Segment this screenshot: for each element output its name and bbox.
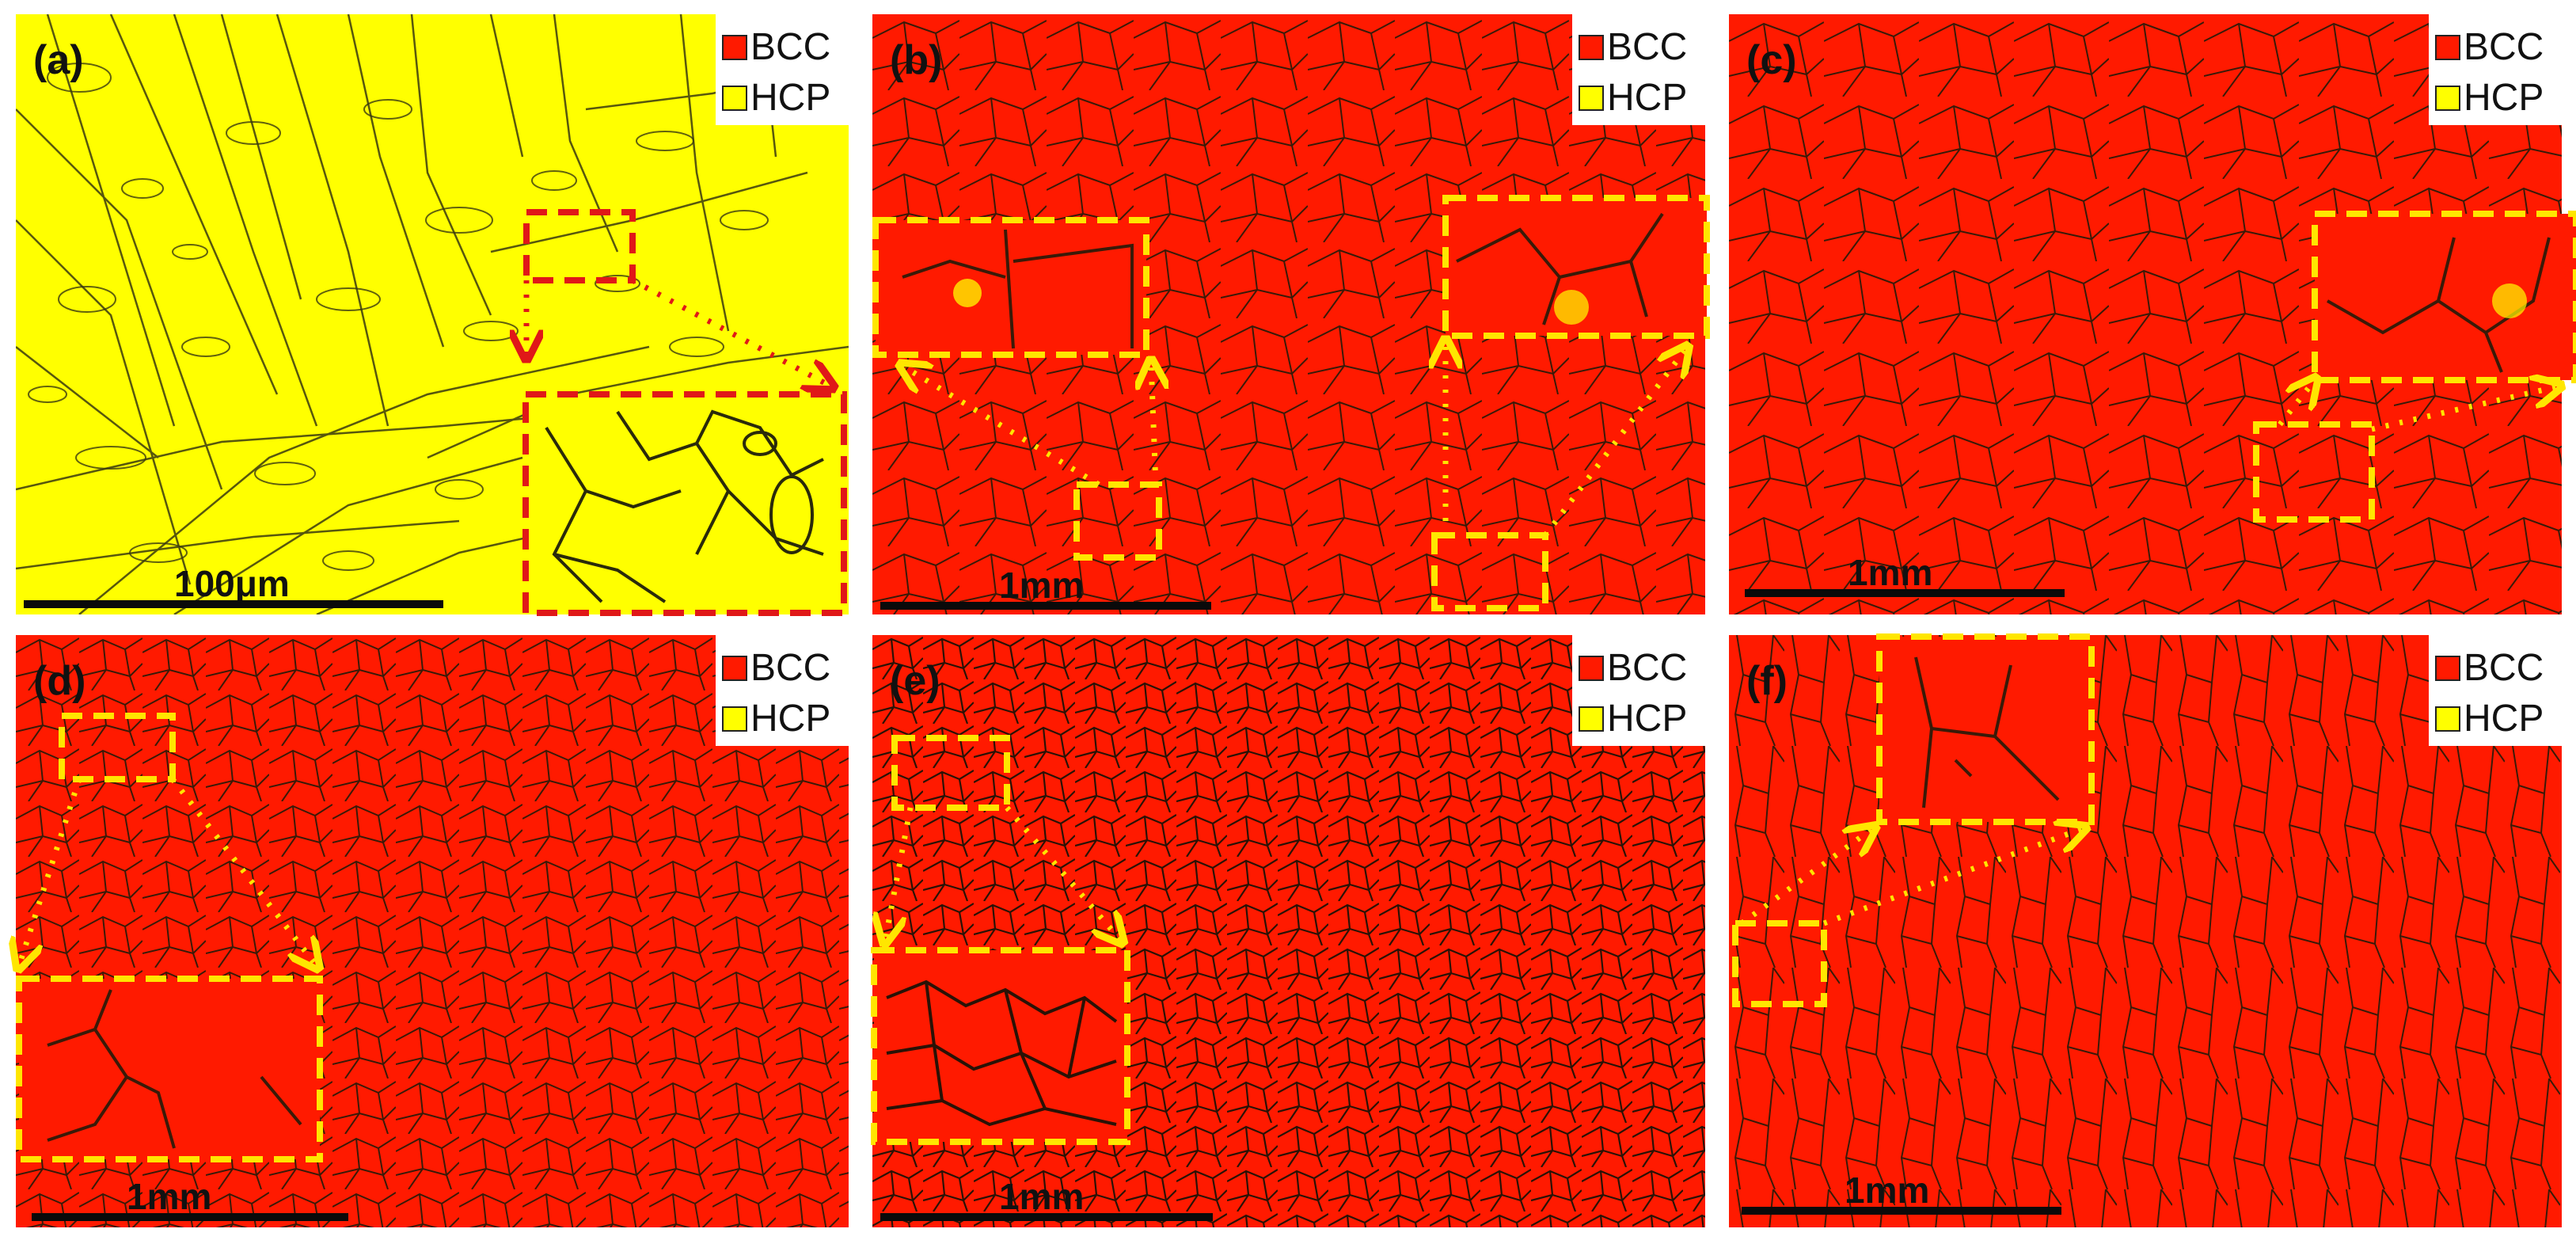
panel-f-scalebar: 1mm [1742, 1158, 2061, 1215]
bcc-legend-label: BCC [750, 26, 831, 68]
panel-a: (a) BCC HCP 100μm [16, 14, 849, 614]
panel-a-scale-label: 100μm [174, 563, 290, 604]
panel-e-scale-label: 1mm [999, 1176, 1085, 1217]
bcc-swatch [2435, 656, 2460, 681]
hcp-swatch [722, 86, 747, 111]
panel-c-legend: BCC HCP [2429, 14, 2562, 125]
hcp-legend-label: HCP [1607, 698, 1688, 740]
panel-c: (c) BCC HCP 1mm [1729, 14, 2562, 614]
bcc-legend-label: BCC [2464, 26, 2544, 68]
panel-a-label: (a) [33, 37, 84, 83]
hcp-legend-label: HCP [2464, 698, 2544, 740]
bcc-swatch [2435, 35, 2460, 60]
panel-b-scale-label: 1mm [999, 565, 1085, 606]
panel-f-scale-bar [1742, 1207, 2061, 1215]
bcc-swatch [722, 656, 747, 681]
panel-d-scale-label: 1mm [127, 1176, 212, 1217]
hcp-swatch [722, 706, 747, 732]
bcc-legend-label: BCC [1607, 26, 1688, 68]
panel-b-scale-bar [880, 602, 1211, 610]
panel-a-scale-bar [24, 600, 443, 608]
panel-b-legend: BCC HCP [1572, 14, 1705, 125]
panel-d-scale-bar [32, 1213, 348, 1221]
panel-a-scalebar: 100μm [24, 545, 443, 608]
hcp-swatch [1579, 86, 1604, 111]
hcp-legend-label: HCP [750, 77, 831, 119]
panel-c-texture [1729, 14, 2562, 614]
hcp-swatch [2435, 86, 2460, 111]
panel-f-legend: BCC HCP [2429, 635, 2562, 746]
bcc-swatch [1579, 35, 1604, 60]
panel-e-legend: BCC HCP [1572, 635, 1705, 746]
hcp-swatch [1579, 706, 1604, 732]
panel-f-scale-label: 1mm [1845, 1170, 1930, 1211]
bcc-swatch [1579, 656, 1604, 681]
hcp-legend-label: HCP [1607, 77, 1688, 119]
panel-c-scalebar: 1mm [1745, 540, 2065, 597]
panel-c-scale-bar [1745, 589, 2065, 597]
panel-f-texture [1729, 635, 2562, 1227]
panel-c-scale-label: 1mm [1848, 552, 1933, 593]
hcp-legend-label: HCP [750, 698, 831, 740]
panel-d-label: (d) [33, 658, 86, 704]
panel-a-legend: BCC HCP [716, 14, 849, 125]
panel-e-scalebar: 1mm [880, 1164, 1213, 1221]
bcc-legend-label: BCC [1607, 647, 1688, 689]
panel-d-legend: BCC HCP [716, 635, 849, 746]
panel-e: (e) BCC HCP 1mm [872, 635, 1705, 1227]
panel-d-scalebar: 1mm [32, 1164, 348, 1221]
panel-b: (b) BCC HCP 1mm [872, 14, 1705, 614]
bcc-legend-label: BCC [750, 647, 831, 689]
panel-d: (d) BCC HCP 1mm [16, 635, 849, 1227]
panel-c-label: (c) [1746, 37, 1797, 83]
hcp-swatch [2435, 706, 2460, 732]
panel-b-scalebar: 1mm [880, 553, 1211, 610]
panel-b-label: (b) [890, 37, 943, 83]
panel-f: (f) BCC HCP 1mm [1729, 635, 2562, 1227]
panel-e-label: (e) [890, 658, 940, 704]
bcc-swatch [722, 35, 747, 60]
panel-e-scale-bar [880, 1213, 1213, 1221]
panel-f-label: (f) [1746, 658, 1788, 704]
bcc-legend-label: BCC [2464, 647, 2544, 689]
hcp-legend-label: HCP [2464, 77, 2544, 119]
